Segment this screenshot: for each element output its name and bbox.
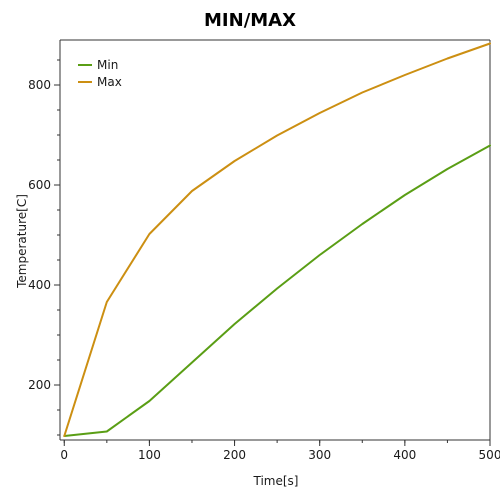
x-tick-label: 400 [393,448,416,462]
legend: Min Max [78,58,122,89]
x-tick-label: 200 [223,448,246,462]
legend-label-max: Max [97,75,122,89]
axes: 0 100 200 300 400 500 200 400 600 800 [28,39,500,462]
y-tick-label: 200 [28,378,51,392]
x-tick-label: 100 [138,448,161,462]
y-tick-label: 800 [28,78,51,92]
x-axis-label: Time[s] [253,474,299,488]
chart-title: MIN/MAX [204,10,296,31]
series-line-max [63,42,491,437]
series-layer [63,42,491,437]
series-line-min [63,144,491,437]
legend-label-min: Min [97,58,118,72]
x-tick-label: 300 [308,448,331,462]
y-tick-label: 400 [28,278,51,292]
x-tick-label: 500 [479,448,500,462]
x-tick-label: 0 [60,448,68,462]
y-axis-label: Temperature[C] [15,194,29,289]
y-tick-label: 600 [28,178,51,192]
